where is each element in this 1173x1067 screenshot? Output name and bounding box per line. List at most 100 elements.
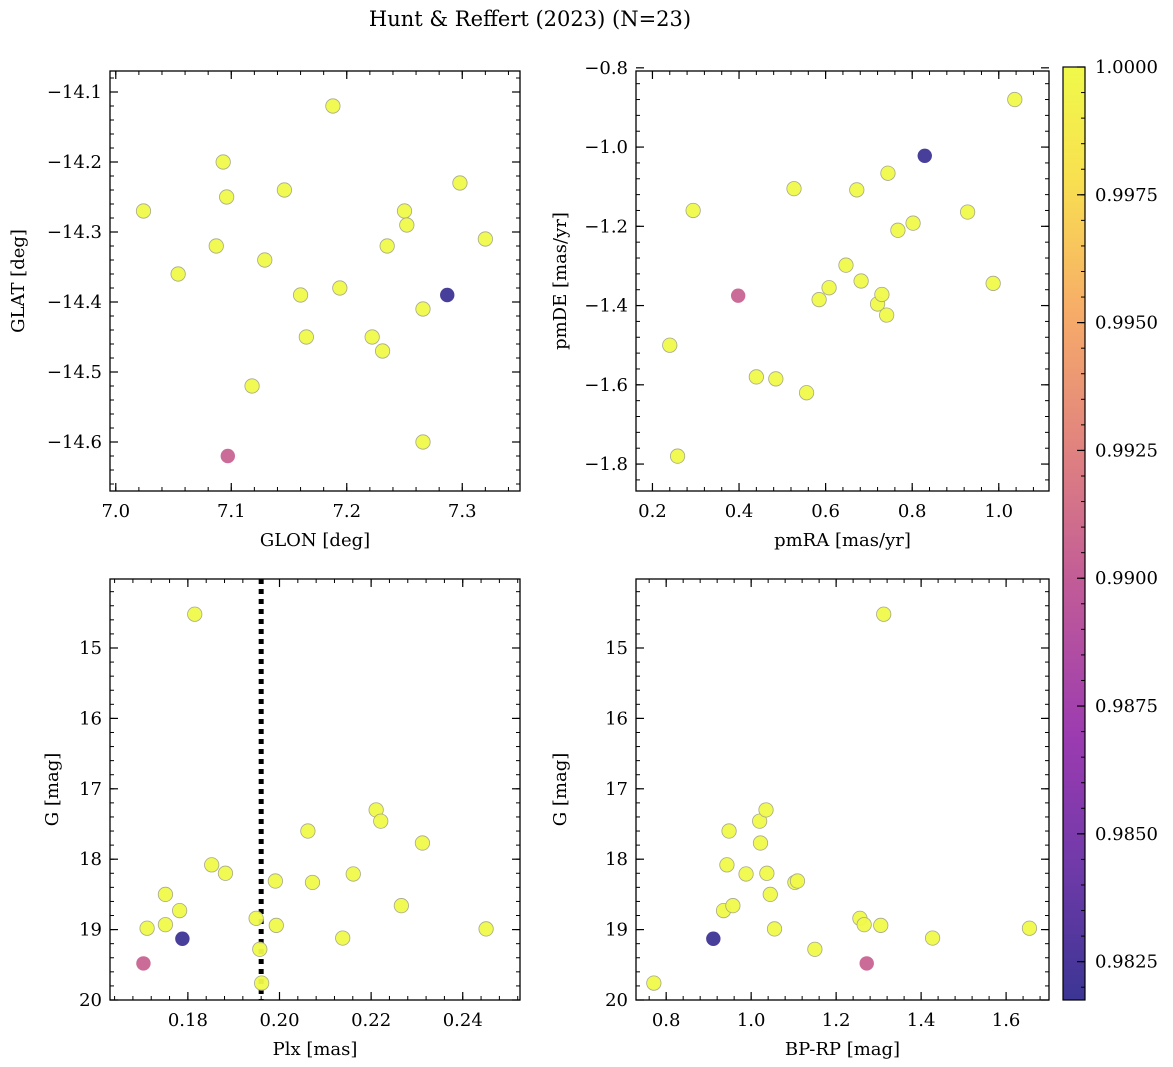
data-point — [730, 288, 746, 303]
y-tick-label: 15 — [605, 638, 628, 659]
data-point — [766, 921, 783, 937]
data-point — [157, 886, 174, 902]
y-tick-label: 17 — [605, 779, 628, 800]
x-tick-label: 1.4 — [907, 1010, 936, 1031]
x-tick-label: 0.20 — [259, 1010, 299, 1031]
colorbar-tick-label: 0.9925 — [1095, 440, 1158, 461]
data-point — [748, 369, 764, 385]
data-point — [373, 813, 389, 829]
colorbar-tick-label: 0.9875 — [1095, 696, 1158, 717]
data-point — [738, 866, 754, 882]
x-tick-label: 0.18 — [168, 1010, 208, 1031]
y-tick-label: −14.1 — [47, 82, 102, 103]
data-point — [669, 448, 686, 464]
y-tick-label: −0.8 — [584, 58, 628, 79]
data-point — [248, 910, 264, 926]
data-point — [960, 204, 976, 220]
x-tick-label: 0.2 — [638, 501, 667, 522]
y-tick-label: 20 — [79, 990, 102, 1011]
colorbar-gradient — [1062, 66, 1086, 1001]
data-point — [719, 857, 735, 873]
data-point — [859, 956, 874, 971]
data-point — [220, 448, 236, 464]
x-tick-label: 1.0 — [737, 1010, 766, 1031]
y-tick-label: 18 — [605, 849, 628, 870]
data-point — [752, 835, 769, 851]
y-tick-label: 16 — [605, 708, 628, 729]
data-point — [478, 921, 494, 937]
x-tick-label: 0.6 — [811, 501, 840, 522]
data-point — [890, 222, 906, 238]
data-point — [219, 189, 235, 205]
colorbar-tick-label: 0.9950 — [1095, 313, 1158, 334]
data-point — [646, 975, 662, 991]
x-axis-label: Plx [mas] — [273, 1039, 358, 1060]
data-point — [985, 275, 1001, 291]
colorbar-tick-label: 0.9825 — [1095, 952, 1158, 973]
colorbar: 0.9825 0.9850 0.9875 0.9900 0.9925 0.9950 0.99… — [1062, 57, 1158, 1001]
data-point — [379, 238, 395, 254]
data-point — [157, 917, 174, 933]
y-axis-label: GLAT [deg] — [8, 229, 29, 333]
data-point — [811, 292, 827, 308]
x-tick-label: 7.0 — [101, 501, 130, 522]
x-tick-label: 7.1 — [217, 501, 246, 522]
data-point — [685, 202, 701, 219]
y-tick-label: 17 — [79, 779, 102, 800]
data-point — [300, 823, 316, 839]
data-point — [364, 329, 380, 345]
data-point — [849, 182, 865, 198]
data-point — [789, 873, 806, 889]
x-tick-label: 1.6 — [992, 1010, 1021, 1031]
data-point — [415, 301, 431, 317]
data-point — [175, 931, 190, 946]
data-point — [905, 215, 921, 231]
data-point — [415, 434, 431, 450]
data-point — [399, 217, 415, 233]
data-point — [396, 203, 413, 219]
data-point — [172, 902, 188, 919]
data-point — [332, 280, 348, 296]
data-point — [217, 865, 234, 881]
x-tick-label: 0.8 — [898, 501, 927, 522]
data-point — [276, 182, 292, 198]
data-point — [215, 154, 231, 170]
data-point — [1007, 91, 1023, 108]
data-point — [838, 257, 854, 273]
data-point — [440, 287, 455, 303]
data-point — [768, 371, 784, 387]
y-axis-label: G [mag] — [42, 753, 63, 826]
data-point — [759, 865, 775, 881]
y-tick-label: −14.6 — [47, 432, 102, 453]
data-point — [662, 337, 678, 353]
data-point — [706, 931, 721, 946]
data-point — [414, 835, 431, 851]
data-point — [304, 874, 321, 891]
data-point — [254, 975, 270, 991]
colorbar-tick-label: 1.0000 — [1095, 57, 1158, 78]
data-point — [257, 252, 273, 268]
data-point — [136, 956, 151, 971]
data-point — [374, 343, 391, 359]
x-axis-label: pmRA [mas/yr] — [774, 530, 911, 551]
panel-color-magnitude: 0.8 1.0 1.2 1.4 1.6 15 16 17 18 19 20 BP-RP [mag] G … — [550, 578, 1050, 1060]
axes-frame — [109, 70, 521, 492]
panel-glon-glat: 7.0 7.1 7.2 7.3 −14.1 −14.2 −14.3 −14.4 −14.5 −14… — [8, 70, 521, 551]
data-point — [452, 175, 468, 191]
data-point — [170, 266, 186, 282]
colorbar-tick-label: 0.9975 — [1095, 185, 1158, 206]
y-axis-label: G [mag] — [550, 753, 571, 826]
data-point — [393, 898, 409, 914]
data-point — [807, 941, 823, 957]
data-point — [335, 930, 351, 946]
y-tick-label: −14.4 — [47, 292, 102, 313]
y-tick-label: 20 — [605, 990, 628, 1011]
x-tick-label: 1.2 — [822, 1010, 851, 1031]
x-tick-label: 0.24 — [443, 1010, 483, 1031]
x-axis-label: BP-RP [mag] — [785, 1039, 900, 1060]
data-point — [873, 917, 889, 933]
panel-proper-motion: 0.2 0.4 0.6 0.8 1.0 −0.8 −1.0 −1.2 −1.4 −1.6 −1.8 p… — [550, 58, 1050, 551]
data-point — [856, 917, 872, 933]
y-tick-label: −14.2 — [47, 152, 102, 173]
